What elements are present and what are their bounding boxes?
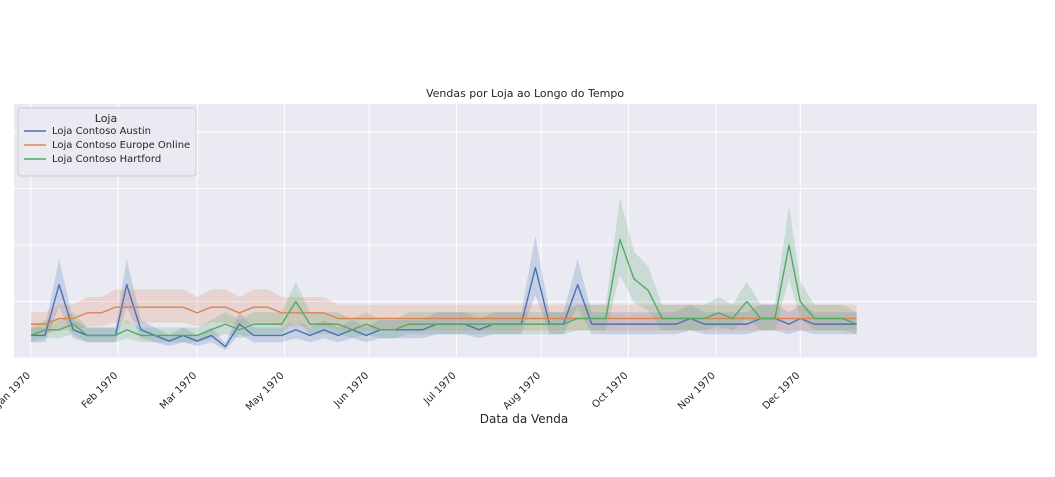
x-tick-label: Jun 1970 <box>331 370 371 410</box>
x-tick-label: Aug 1970 <box>501 370 543 412</box>
x-tick-label: Jul 1970 <box>421 370 458 407</box>
x-tick-label: May 1970 <box>244 370 287 413</box>
grid-lines <box>14 104 1037 359</box>
x-tick-label: Feb 1970 <box>80 370 121 411</box>
confidence-band-2 <box>30 197 857 343</box>
legend: Loja Loja Contoso Austin Loja Contoso Eur… <box>17 107 197 177</box>
legend-items: Loja Contoso Austin Loja Contoso Europe O… <box>24 126 190 165</box>
x-tick-label: Jan 1970 <box>0 370 33 410</box>
x-tick-label: Mar 1970 <box>158 370 199 411</box>
chart-title: Vendas por Loja ao Longo do Tempo <box>426 87 624 100</box>
confidence-bands <box>30 197 857 351</box>
x-axis-ticks: Jan 1970 Feb 1970 Mar 1970 May 1970 Jun 1970… <box>0 370 802 413</box>
x-axis-label: Data da Venda <box>480 412 569 426</box>
x-tick-label: Nov 1970 <box>676 370 718 412</box>
series-lines <box>30 238 857 348</box>
legend-label-2: Loja Contoso Hartford <box>52 154 161 165</box>
x-tick-label: Oct 1970 <box>590 370 630 410</box>
series-line-2 <box>30 238 857 337</box>
x-tick-label: Dec 1970 <box>761 370 803 412</box>
legend-label-0: Loja Contoso Austin <box>52 126 151 137</box>
series-line-1 <box>30 306 857 325</box>
confidence-band-0 <box>30 236 857 351</box>
legend-label-1: Loja Contoso Europe Online <box>52 140 190 151</box>
confidence-band-1 <box>30 289 857 335</box>
legend-box <box>17 107 197 177</box>
legend-title: Loja <box>95 112 117 125</box>
